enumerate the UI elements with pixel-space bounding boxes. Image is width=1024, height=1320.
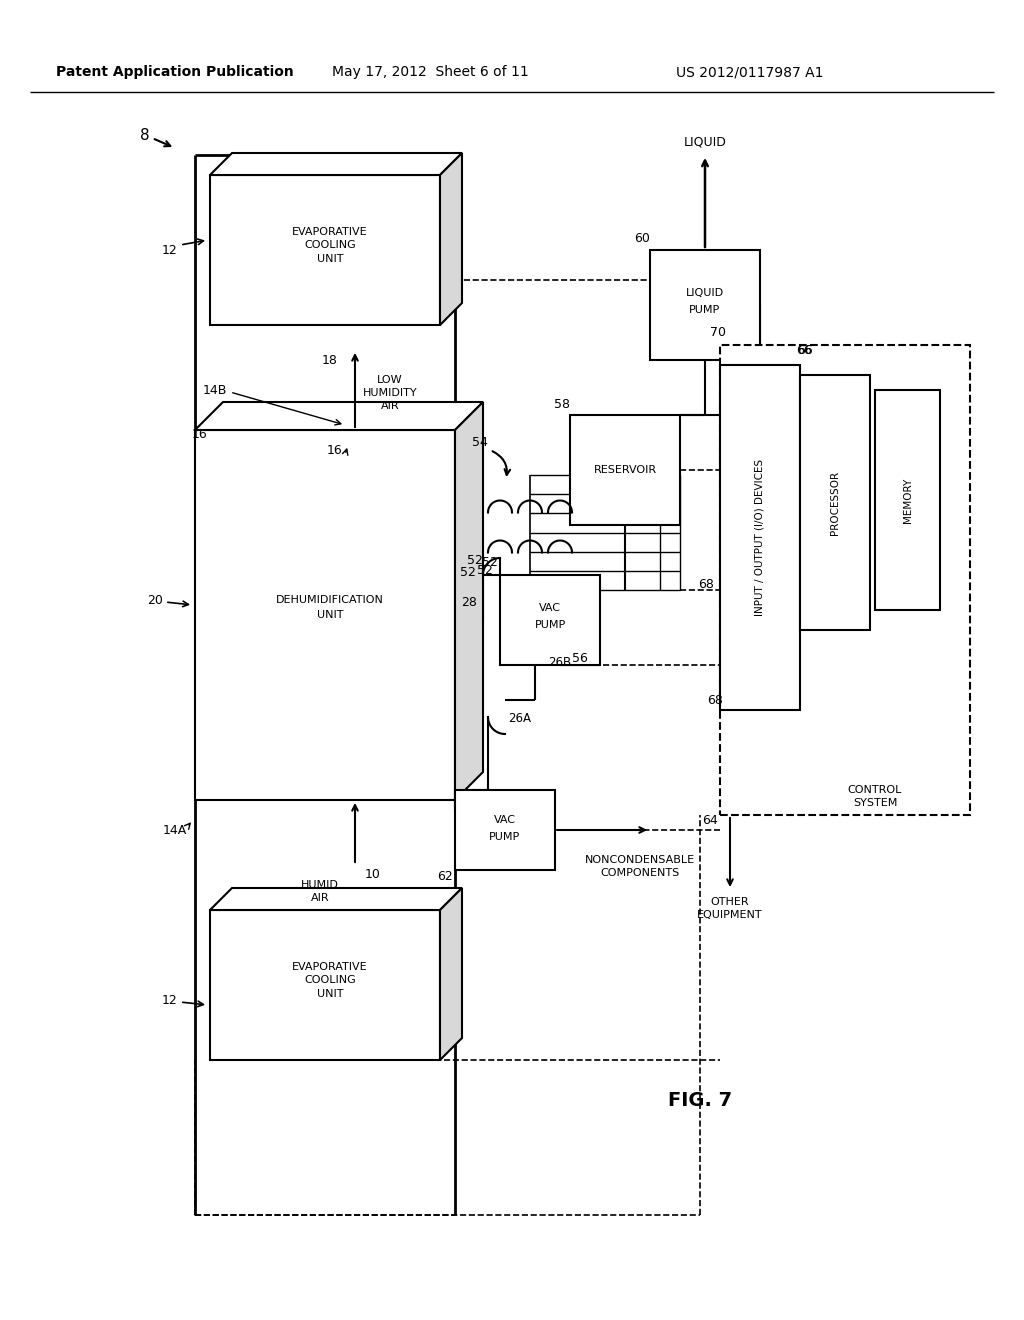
Text: PUMP: PUMP (689, 305, 721, 315)
Polygon shape (440, 153, 462, 325)
Text: 10: 10 (365, 869, 381, 882)
Text: EVAPORATIVE: EVAPORATIVE (292, 962, 368, 972)
Text: May 17, 2012  Sheet 6 of 11: May 17, 2012 Sheet 6 of 11 (332, 65, 528, 79)
Text: EVAPORATIVE: EVAPORATIVE (292, 227, 368, 238)
Text: 58: 58 (554, 399, 570, 412)
Text: MEMORY: MEMORY (902, 478, 912, 523)
Text: UNIT: UNIT (316, 610, 343, 620)
Text: LOW: LOW (377, 375, 402, 385)
Text: 20: 20 (147, 594, 163, 606)
Bar (570, 414, 680, 525)
Text: AIR: AIR (310, 894, 330, 903)
Text: PUMP: PUMP (535, 620, 565, 630)
Text: 52: 52 (482, 556, 498, 569)
Text: 8: 8 (140, 128, 150, 143)
Bar (874, 389, 940, 610)
Text: RESERVOIR: RESERVOIR (594, 465, 656, 475)
Text: FIG. 7: FIG. 7 (668, 1090, 732, 1110)
Text: 70: 70 (710, 326, 726, 339)
Text: 68: 68 (698, 578, 714, 591)
Text: LIQUID: LIQUID (686, 288, 724, 298)
Text: LIQUID: LIQUID (684, 136, 726, 149)
Text: NONCONDENSABLE: NONCONDENSABLE (585, 855, 695, 865)
Text: PUMP: PUMP (489, 832, 520, 842)
Text: COMPONENTS: COMPONENTS (600, 869, 680, 878)
Text: UNIT: UNIT (316, 253, 343, 264)
Text: 64: 64 (702, 813, 718, 826)
Bar (720, 366, 800, 710)
Bar (210, 909, 440, 1060)
Text: 26B: 26B (549, 656, 571, 668)
Text: Patent Application Publication: Patent Application Publication (56, 65, 294, 79)
Text: 54: 54 (472, 436, 488, 449)
Bar (455, 789, 555, 870)
Text: INPUT / OUTPUT (I/O) DEVICES: INPUT / OUTPUT (I/O) DEVICES (755, 459, 765, 616)
Text: 12: 12 (162, 994, 178, 1006)
Bar (650, 249, 760, 360)
Text: COOLING: COOLING (304, 240, 356, 249)
Bar (195, 430, 455, 800)
Text: 60: 60 (634, 231, 650, 244)
Polygon shape (455, 403, 483, 800)
Text: CONTROL: CONTROL (848, 785, 902, 795)
Text: VAC: VAC (539, 603, 561, 612)
Text: 26A: 26A (508, 711, 531, 725)
Polygon shape (195, 403, 483, 430)
Text: 62: 62 (437, 870, 453, 883)
Text: 14B: 14B (203, 384, 227, 396)
Bar (210, 176, 440, 325)
Text: HUMID: HUMID (301, 880, 339, 890)
Text: 52: 52 (460, 566, 476, 579)
Text: 52: 52 (467, 553, 483, 566)
Text: OTHER: OTHER (711, 898, 750, 907)
Polygon shape (210, 888, 462, 909)
Text: 56: 56 (572, 652, 588, 664)
Text: EQUIPMENT: EQUIPMENT (697, 909, 763, 920)
Text: 52: 52 (477, 564, 493, 577)
Text: 12: 12 (162, 243, 178, 256)
Text: 14A: 14A (163, 824, 187, 837)
Text: VAC: VAC (494, 814, 516, 825)
Text: AIR: AIR (381, 401, 399, 411)
Text: 18: 18 (323, 354, 338, 367)
Text: SYSTEM: SYSTEM (853, 799, 897, 808)
Text: 66: 66 (796, 343, 812, 356)
Polygon shape (440, 888, 462, 1060)
Text: 16: 16 (327, 444, 343, 457)
Text: 28: 28 (461, 597, 477, 610)
Text: HUMIDITY: HUMIDITY (362, 388, 418, 399)
Polygon shape (210, 153, 462, 176)
Text: US 2012/0117987 A1: US 2012/0117987 A1 (676, 65, 823, 79)
Text: UNIT: UNIT (316, 989, 343, 999)
Text: DEHUMIDIFICATION: DEHUMIDIFICATION (276, 595, 384, 605)
Text: COOLING: COOLING (304, 975, 356, 985)
Text: 68: 68 (707, 693, 723, 706)
Text: PROCESSOR: PROCESSOR (830, 470, 840, 535)
Text: 66: 66 (797, 343, 813, 356)
Bar (500, 576, 600, 665)
Bar (720, 345, 970, 814)
Bar (800, 375, 870, 630)
Text: 16: 16 (193, 429, 208, 441)
